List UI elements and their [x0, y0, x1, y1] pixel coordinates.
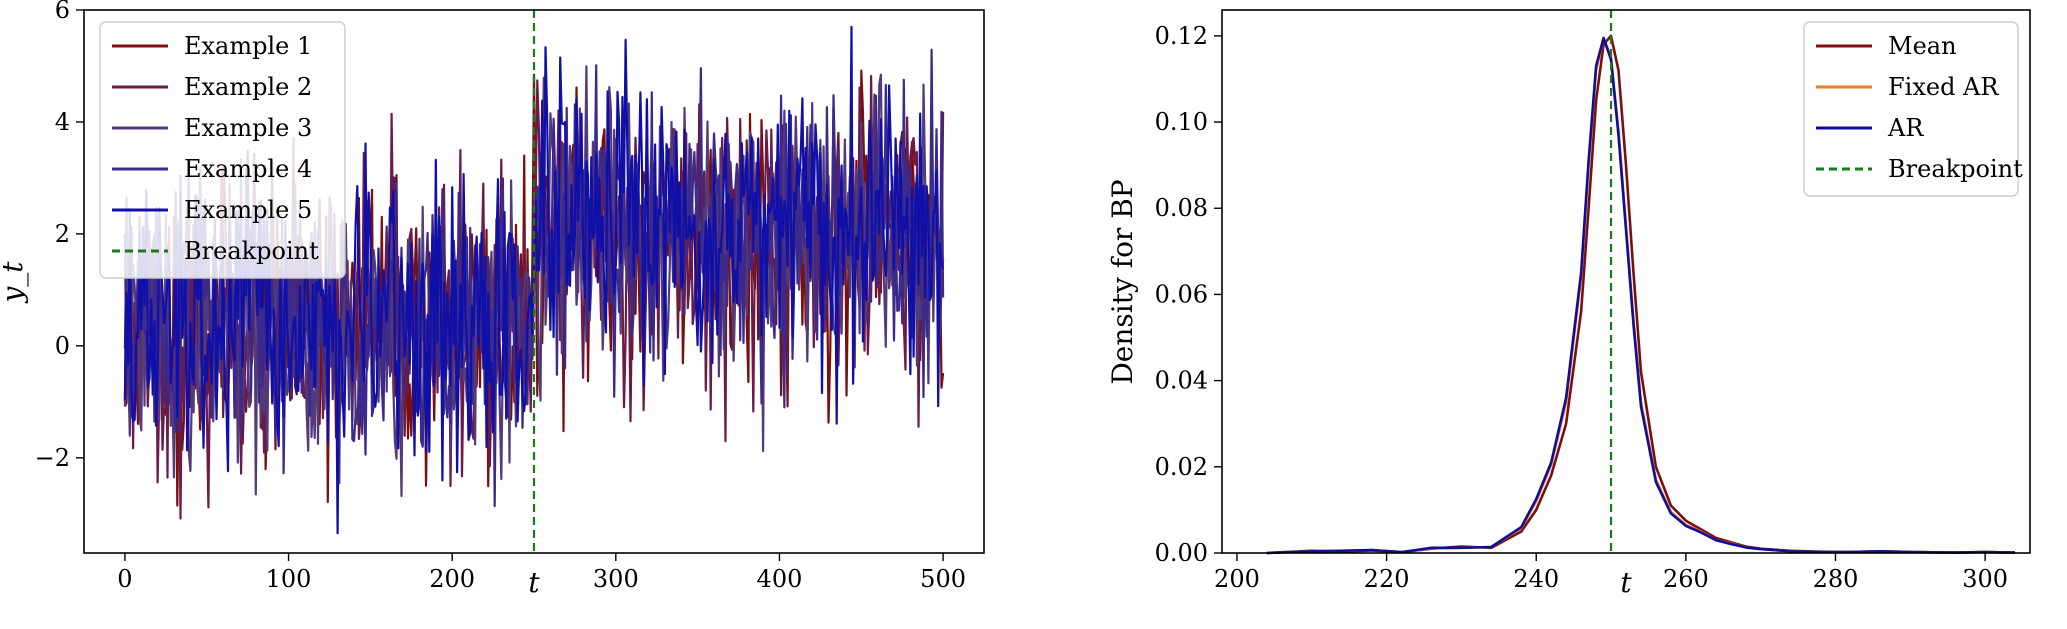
- x-tick-label: 280: [1813, 565, 1859, 593]
- plot-frame: [83, 9, 985, 554]
- density-panel: 200 220 240 260 280 300 0.000.020.040.060.080…: [1106, 9, 2031, 599]
- legend-label: AR: [1887, 114, 1924, 142]
- legend-label: Example 1: [184, 32, 312, 60]
- x-tick-label: 260: [1663, 565, 1709, 593]
- legend: Example 1 Example 2 Example 3 Example 4 Exam…: [99, 21, 346, 279]
- x-tick-label: 100: [266, 565, 312, 593]
- legend-label: Example 3: [184, 114, 312, 142]
- legend-item: Fixed AR: [1816, 73, 1999, 101]
- y-tick-label: 0: [55, 332, 70, 360]
- legend-item: Breakpoint: [112, 237, 319, 265]
- y-tick-label: 0.08: [1155, 194, 1208, 222]
- y-tick-label: 0.02: [1155, 453, 1208, 481]
- legend-item: Example 1: [112, 32, 312, 60]
- y-axis-ticks: −2 0 2 4 6: [35, 0, 84, 472]
- x-axis-ticks: 0 100 200 300 400 500: [117, 553, 966, 593]
- legend-item: Example 2: [112, 73, 312, 101]
- legend-label: Breakpoint: [184, 237, 319, 265]
- y-tick-label: 0.00: [1155, 539, 1208, 567]
- y-tick-label: 0.10: [1155, 108, 1208, 136]
- y-tick-label: −2: [35, 444, 70, 472]
- x-axis-ticks: 200 220 240 260 280 300: [1214, 553, 2008, 593]
- legend: Mean Fixed AR AR Breakpoint: [1803, 21, 2023, 197]
- series-line: [123, 25, 945, 535]
- legend-item: Example 4: [112, 155, 312, 183]
- x-tick-label: 200: [429, 565, 475, 593]
- y-tick-label: 0.04: [1155, 367, 1208, 395]
- density-lines: [1266, 34, 2016, 555]
- legend-label: Example 2: [184, 73, 312, 101]
- legend-item: Example 5: [112, 196, 312, 224]
- y-tick-label: 0.12: [1155, 22, 1208, 50]
- y-tick-label: 6: [55, 0, 70, 24]
- legend-item: Mean: [1816, 32, 1957, 60]
- y-tick-label: 4: [55, 108, 70, 136]
- y-tick-label: 0.06: [1155, 280, 1208, 308]
- legend-box: [1803, 21, 2019, 197]
- x-tick-label: 500: [920, 565, 966, 593]
- legend-item: Breakpoint: [1816, 155, 2023, 183]
- x-tick-label: 400: [757, 565, 803, 593]
- y-tick-label: 2: [55, 220, 70, 248]
- x-tick-label: 220: [1364, 565, 1410, 593]
- x-tick-label: 300: [593, 565, 639, 593]
- y-axis-label: Density for BP: [1106, 179, 1139, 384]
- y-axis-label: y_t: [0, 261, 29, 305]
- plot-frame: [1221, 9, 2031, 554]
- legend-label: Example 5: [184, 196, 312, 224]
- y-axis-ticks: 0.00 0.02 0.04 0.06 0.08 0.10 0.12: [1155, 22, 1222, 567]
- x-axis-label: t: [528, 566, 540, 599]
- legend-label: Mean: [1888, 32, 1957, 60]
- legend-label: Example 4: [184, 155, 312, 183]
- density-line: [1266, 36, 2016, 555]
- x-axis-label: t: [1620, 566, 1632, 599]
- x-tick-label: 200: [1214, 565, 1260, 593]
- x-tick-label: 0: [117, 565, 132, 593]
- x-tick-label: 300: [1962, 565, 2008, 593]
- legend-label: Fixed AR: [1888, 73, 1999, 101]
- x-tick-label: 240: [1513, 565, 1559, 593]
- legend-label: Breakpoint: [1888, 155, 2023, 183]
- legend-item: AR: [1816, 114, 1924, 142]
- legend-item: Example 3: [112, 114, 312, 142]
